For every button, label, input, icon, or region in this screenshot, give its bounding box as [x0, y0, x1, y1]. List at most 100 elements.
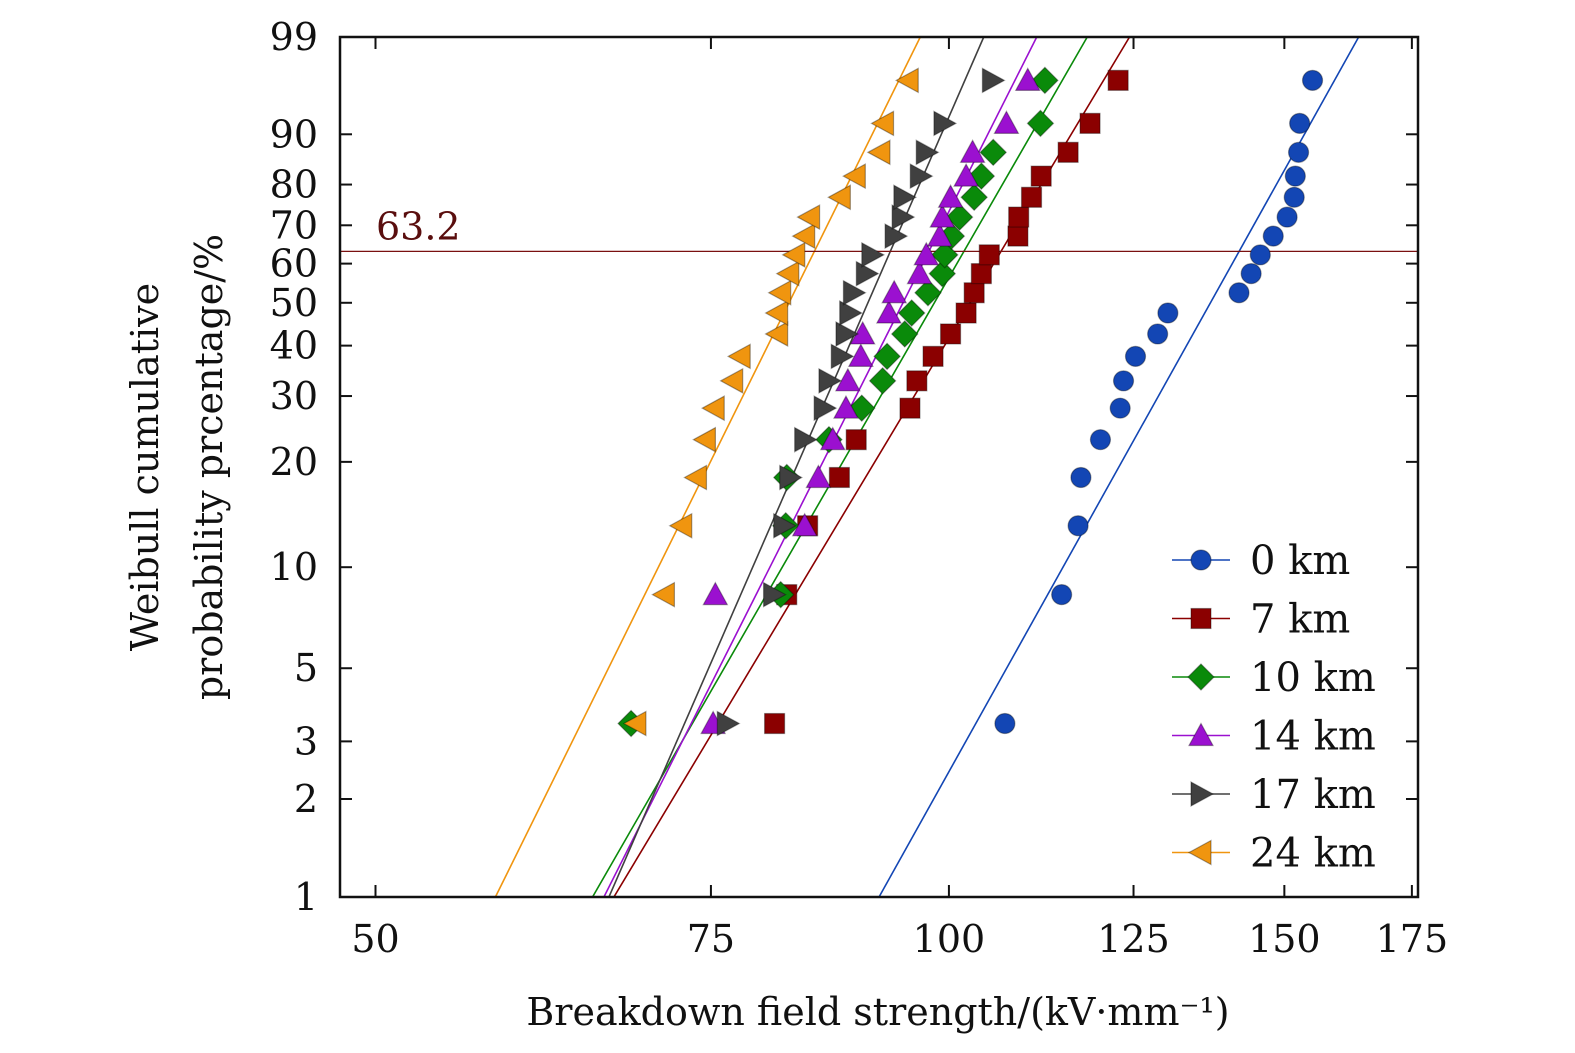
- data-point-14km: [847, 343, 874, 367]
- data-point-14km: [993, 110, 1020, 134]
- data-point-17km: [830, 343, 855, 370]
- data-point-7km: [963, 282, 985, 304]
- data-point-17km: [884, 223, 909, 250]
- data-point-24km: [683, 464, 708, 491]
- data-point-24km: [894, 67, 919, 94]
- legend-marker: [1187, 663, 1215, 691]
- data-point-24km: [651, 581, 676, 608]
- x-tick-label: 75: [687, 917, 735, 961]
- data-point-17km: [909, 163, 934, 190]
- data-point-17km: [981, 67, 1006, 94]
- data-point-24km: [622, 710, 647, 737]
- data-point-0km: [1147, 323, 1169, 345]
- fit-line-24km: [494, 37, 922, 897]
- data-point-10km: [890, 320, 919, 348]
- data-point-0km: [1276, 206, 1298, 228]
- fit-line-10km: [591, 37, 1088, 897]
- fit-lines: [494, 37, 1360, 897]
- data-point-17km: [835, 320, 860, 347]
- y-tick-label: 70: [270, 203, 318, 247]
- y-tick-label: 5: [294, 646, 318, 690]
- data-point-0km: [1289, 112, 1311, 134]
- data-point-14km: [881, 279, 908, 304]
- data-point-7km: [906, 370, 928, 392]
- legend-marker: [1187, 722, 1215, 747]
- data-point-7km: [1020, 186, 1043, 208]
- data-point-0km: [1240, 263, 1262, 285]
- data-point-14km: [959, 139, 986, 163]
- data-point-17km: [716, 710, 741, 737]
- data-point-10km: [897, 299, 926, 327]
- y-tick-label: 50: [270, 281, 318, 325]
- legend-label: 17 km: [1250, 772, 1376, 818]
- y-tick-label: 30: [270, 374, 318, 418]
- reference-line-group: 63.2: [340, 204, 1418, 253]
- data-point-7km: [828, 466, 850, 489]
- y-tick-label: 90: [270, 112, 318, 156]
- data-point-0km: [1157, 302, 1179, 324]
- data-point-24km: [791, 223, 816, 250]
- data-point-14km: [906, 260, 933, 285]
- data-point-24km: [764, 320, 789, 347]
- data-point-24km: [796, 204, 821, 231]
- data-point-0km: [1283, 186, 1305, 208]
- y-tick-label: 20: [270, 440, 318, 484]
- data-point-14km: [929, 203, 956, 228]
- x-axis-ticks: 50 75 100 125 150 175: [351, 37, 1448, 961]
- data-point-14km: [913, 241, 940, 266]
- data-point-24km: [719, 367, 744, 394]
- data-point-14km: [875, 299, 902, 324]
- data-point-10km: [945, 203, 974, 231]
- reference-line-label: 63.2: [376, 204, 461, 248]
- data-point-24km: [668, 512, 693, 539]
- data-point-17km: [779, 464, 804, 491]
- data-point-10km: [979, 138, 1008, 167]
- data-point-17km: [893, 184, 918, 211]
- data-point-17km: [861, 241, 886, 268]
- y-axis-label-line1: Weibull cumulative: [123, 283, 167, 651]
- data-point-7km: [970, 263, 992, 285]
- data-point-10km: [1031, 66, 1059, 95]
- data-point-7km: [1008, 206, 1030, 228]
- data-point-14km: [791, 512, 818, 537]
- fit-line-0km: [878, 37, 1360, 897]
- data-point-24km: [700, 395, 725, 422]
- data-point-14km: [832, 394, 859, 419]
- data-point-0km: [1124, 345, 1147, 367]
- y-tick-label: 3: [294, 719, 318, 763]
- data-point-0km: [1262, 225, 1284, 247]
- x-tick-label: 175: [1376, 917, 1449, 961]
- legend-label: 10 km: [1250, 655, 1376, 701]
- data-point-7km: [922, 345, 944, 367]
- data-point-10km: [1026, 109, 1055, 138]
- data-point-17km: [813, 395, 838, 422]
- data-point-24km: [692, 426, 716, 453]
- data-point-0km: [1070, 466, 1092, 489]
- data-point-0km: [994, 712, 1016, 735]
- data-point-24km: [827, 184, 851, 211]
- data-point-10km: [914, 278, 942, 307]
- data-point-0km: [1287, 141, 1310, 163]
- legend-marker: [1187, 839, 1212, 866]
- data-point-17km: [891, 204, 916, 231]
- x-tick-label: 125: [1097, 917, 1170, 961]
- x-tick-label: 50: [351, 917, 399, 961]
- data-point-17km: [794, 426, 818, 453]
- data-point-7km: [1079, 112, 1101, 134]
- x-tick-label: 100: [913, 917, 986, 961]
- data-point-24km: [775, 260, 800, 287]
- data-point-0km: [1089, 429, 1112, 451]
- data-point-24km: [767, 279, 792, 306]
- data-point-7km: [899, 397, 921, 419]
- data-point-0km: [1051, 584, 1073, 606]
- data-point-14km: [953, 162, 980, 187]
- fit-line-17km: [608, 37, 985, 897]
- data-point-14km: [926, 222, 953, 247]
- data-point-10km: [873, 342, 901, 371]
- data-point-7km: [1030, 165, 1052, 187]
- data-point-17km: [762, 581, 787, 608]
- legend-marker: [1190, 549, 1212, 571]
- y-tick-label: 10: [270, 545, 318, 589]
